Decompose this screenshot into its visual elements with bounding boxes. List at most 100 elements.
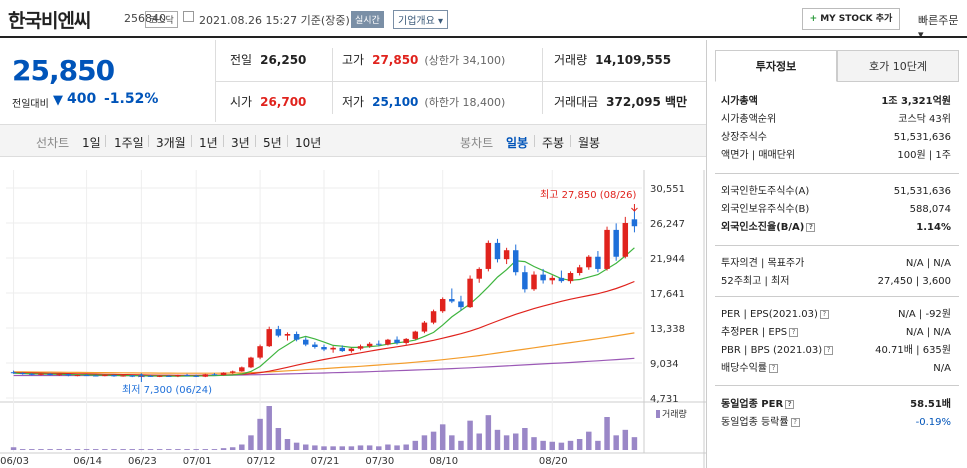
x-tick-label: 07/30 [365, 456, 394, 467]
period-3y[interactable]: 3년 [231, 136, 250, 150]
volume-bar [147, 449, 154, 450]
volume-bar [458, 440, 464, 450]
candle-body [220, 372, 227, 376]
candle-body [540, 274, 546, 281]
info-value: N/A [933, 363, 951, 374]
company-overview-dropdown[interactable]: 기업개요 ▾ [393, 10, 448, 29]
period-1y[interactable]: 1년 [199, 136, 218, 150]
volume-bar [239, 444, 245, 450]
tab-investment-info[interactable]: 투자정보 [715, 50, 837, 82]
volume-label: 거래량 [662, 408, 687, 420]
help-icon[interactable]: ? [769, 363, 778, 373]
info-row: 외국인보유주식수(B) 588,074 [721, 201, 951, 219]
volume-bar [74, 449, 81, 450]
y-tick-label: 30,551 [650, 184, 685, 195]
candle-body [83, 375, 90, 377]
x-tick-label: 07/01 [183, 456, 212, 467]
help-icon[interactable]: ? [785, 399, 795, 409]
y-tick-label: 13,338 [650, 324, 685, 335]
quick-order-dropdown[interactable]: 빠른주문 ▾ [918, 14, 959, 41]
chart-background [0, 170, 706, 468]
volume-bar [166, 449, 172, 450]
volume-bar [604, 417, 610, 450]
volume-bar [467, 420, 473, 450]
price-change-percent: -1.52% [104, 91, 159, 107]
add-my-stock-button[interactable]: + MY STOCK 추가 [802, 8, 900, 30]
candle-chart-label[interactable]: 봉차트 [460, 136, 494, 150]
info-key: 상장주식수 [721, 132, 767, 143]
volume-bar [339, 446, 345, 450]
tab-order-book[interactable]: 호가 10단계 [837, 50, 959, 82]
volume-bar [312, 445, 318, 450]
candle-body [47, 373, 53, 376]
high-annotation: 최고 27,850 (08/26) [540, 189, 636, 201]
info-key: 시가총액 [721, 96, 758, 107]
candle-body [111, 375, 117, 377]
volume-bar [111, 449, 117, 450]
candle-body [248, 357, 254, 368]
help-icon[interactable]: ? [819, 309, 829, 319]
x-tick-label: 08/10 [429, 456, 458, 467]
candle-body [449, 299, 455, 302]
help-icon[interactable]: ? [806, 222, 816, 232]
volume-bar [394, 445, 400, 450]
volume-bar [38, 449, 44, 450]
line-chart-label[interactable]: 선차트 [36, 136, 70, 150]
info-row: 투자의견 | 목표주가 N/A | N/A [721, 255, 951, 273]
info-value: 40.71배 | 635원 [875, 345, 951, 356]
volume-bar [129, 449, 135, 450]
period-1w[interactable]: 1주일 [114, 136, 144, 150]
quote-datetime: 2021.08.26 15:27 기준(장중) [199, 14, 350, 27]
volume-bar [248, 435, 254, 450]
volume-bar [10, 447, 17, 450]
volume-bar [476, 433, 482, 450]
volume-bar [357, 445, 364, 450]
volume-bar [56, 449, 62, 450]
down-triangle-icon: ▼ [53, 93, 63, 108]
volume-bar [120, 449, 126, 450]
trade-amount: 거래대금 372,095 백만 [554, 95, 688, 109]
candle-body [485, 242, 492, 269]
header-divider [0, 36, 967, 38]
info-key: 배당수익률? [721, 360, 778, 378]
candle-body [595, 256, 601, 269]
info-value: 100원 | 1주 [897, 150, 951, 161]
candle-body [303, 339, 309, 345]
period-1d[interactable]: 1일 [82, 136, 101, 150]
candle-body [330, 347, 336, 350]
candle-weekly[interactable]: 주봉 [542, 136, 565, 150]
candle-body [166, 375, 172, 377]
candle-body [10, 372, 17, 374]
y-tick-label: 26,247 [650, 219, 685, 230]
divider [715, 245, 959, 246]
candle-body [430, 311, 437, 323]
volume-bar [576, 439, 583, 450]
volume-bar [348, 446, 355, 450]
candle-daily[interactable]: 일봉 [506, 136, 529, 150]
volume-bar [47, 449, 53, 450]
candle-body [458, 301, 464, 308]
x-tick-label: 06/23 [128, 456, 157, 467]
info-key: 외국인한도주식수(A) [721, 186, 810, 197]
stock-name: 한국비엔씨 [8, 10, 91, 32]
help-icon[interactable]: ? [824, 345, 834, 355]
info-row: 상장주식수 51,531,636 [721, 129, 951, 147]
candle-body [266, 329, 272, 347]
period-3m[interactable]: 3개월 [156, 136, 186, 150]
candle-monthly[interactable]: 월봉 [578, 136, 601, 150]
info-value: 58.51배 [910, 399, 951, 410]
info-row: PER | EPS(2021.03)? N/A | -92원 [721, 306, 951, 324]
help-icon[interactable]: ? [789, 327, 799, 337]
volume-bar [29, 449, 35, 450]
period-10y[interactable]: 10년 [295, 136, 322, 150]
candle-body [29, 373, 35, 375]
info-key: PER | EPS(2021.03)? [721, 306, 829, 324]
candle-body [567, 273, 574, 282]
period-5y[interactable]: 5년 [263, 136, 282, 150]
volume-bar [321, 446, 327, 450]
help-icon[interactable]: ? [790, 417, 800, 427]
price-chart[interactable]: 30,551 26,247 21,944 17,641 13,338 9,034 4,731… [0, 170, 706, 468]
day-low: 저가 25,100 (하한가 18,400) [342, 95, 506, 109]
info-value: 51,531,636 [893, 186, 951, 197]
realtime-badge[interactable]: 실시간 [351, 11, 384, 28]
